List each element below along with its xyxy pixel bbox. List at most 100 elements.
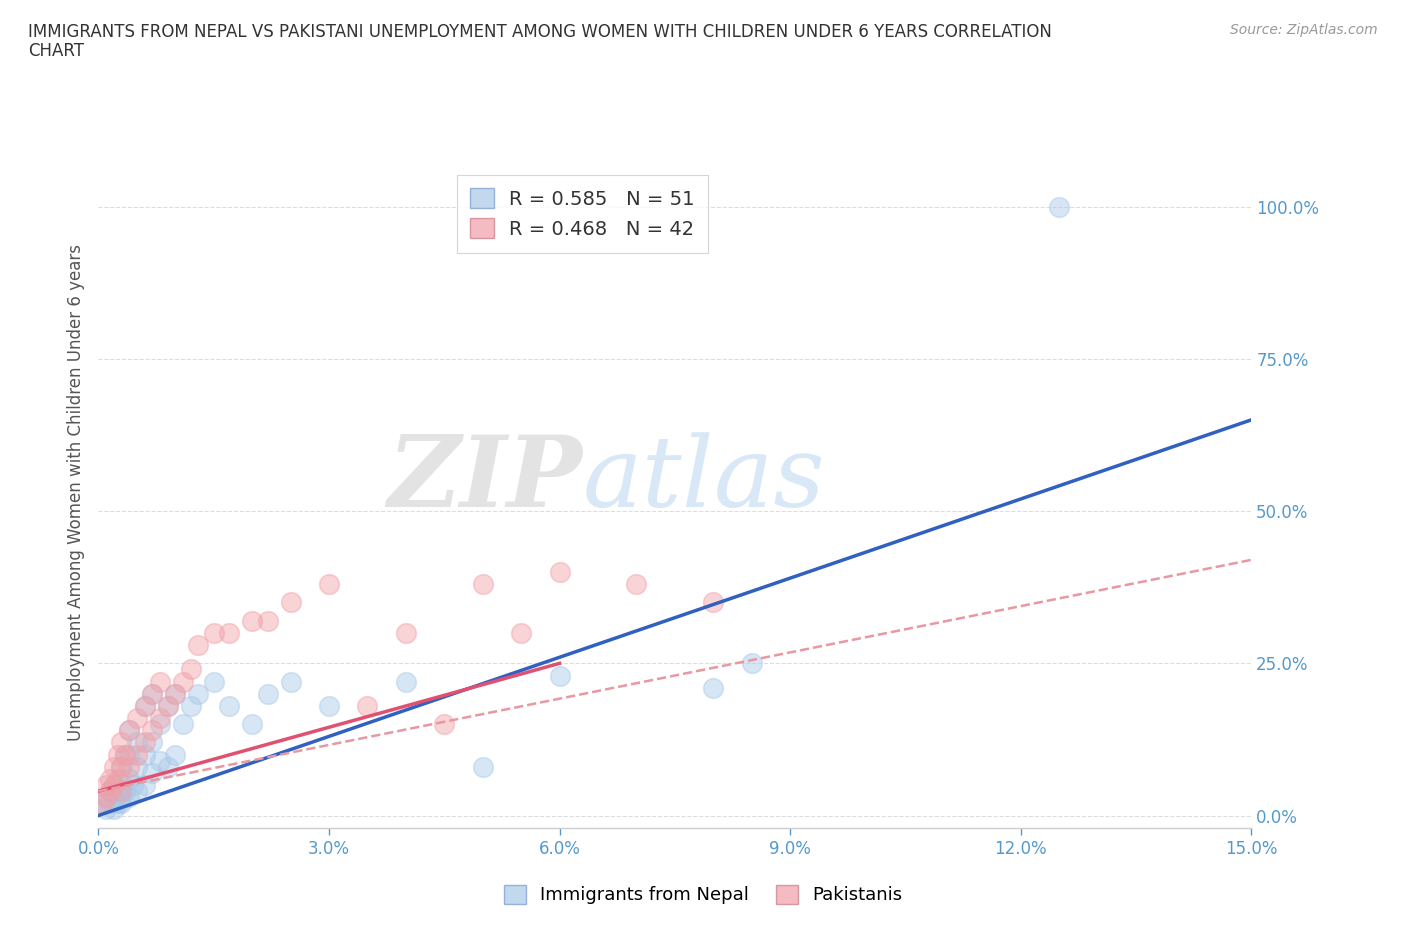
Point [156,698,179,713]
Point [149,674,172,689]
Point [280,674,302,689]
Point [98,796,121,811]
Point [180,662,202,677]
Point [125,747,148,762]
Point [114,747,136,762]
Point [471,760,494,775]
Point [187,686,209,701]
Point [395,674,418,689]
Point [141,686,163,701]
Point [510,626,533,641]
Point [149,711,172,725]
Point [149,717,172,732]
Legend: R = 0.585   N = 51, R = 0.468   N = 42: R = 0.585 N = 51, R = 0.468 N = 42 [457,175,709,253]
Point [98,784,121,799]
Point [118,760,141,775]
Point [103,802,125,817]
Point [103,777,125,792]
Point [122,777,145,792]
Point [165,686,187,701]
Text: IMMIGRANTS FROM NEPAL VS PAKISTANI UNEMPLOYMENT AMONG WOMEN WITH CHILDREN UNDER : IMMIGRANTS FROM NEPAL VS PAKISTANI UNEMP… [28,23,1052,41]
Point [1047,199,1070,214]
Point [156,760,179,775]
Point [202,626,225,641]
Point [626,577,648,591]
Point [280,595,302,610]
Point [94,790,117,804]
Point [107,796,129,811]
Point [103,777,125,792]
Point [741,656,763,671]
Point [702,595,724,610]
Point [91,796,114,811]
Point [156,698,179,713]
Point [240,613,263,628]
Point [141,735,163,750]
Point [134,777,156,792]
Point [172,717,194,732]
Point [165,686,187,701]
Point [318,577,340,591]
Point [134,735,156,750]
Point [218,698,240,713]
Point [110,772,132,787]
Point [134,698,156,713]
Point [356,698,378,713]
Point [114,784,136,799]
Point [118,747,141,762]
Point [107,747,129,762]
Point [91,796,114,811]
Point [548,668,571,683]
Point [471,577,494,591]
Point [134,747,156,762]
Point [98,784,121,799]
Y-axis label: Unemployment Among Women with Children Under 6 years: Unemployment Among Women with Children U… [66,245,84,741]
Point [110,760,132,775]
Point [180,698,202,713]
Point [256,686,278,701]
Point [110,796,132,811]
Point [125,760,148,775]
Text: atlas: atlas [582,432,825,527]
Point [107,772,129,787]
Point [548,565,571,579]
Point [118,723,141,737]
Point [118,772,141,787]
Point [165,747,187,762]
Point [94,802,117,817]
Point [125,784,148,799]
Point [118,790,141,804]
Point [202,674,225,689]
Point [103,760,125,775]
Point [240,717,263,732]
Point [110,790,132,804]
Point [98,772,121,787]
Point [107,784,129,799]
Point [318,698,340,713]
Point [256,613,278,628]
Point [118,723,141,737]
Text: Source: ZipAtlas.com: Source: ZipAtlas.com [1230,23,1378,37]
Point [114,747,136,762]
Point [125,735,148,750]
Point [433,717,456,732]
Point [103,790,125,804]
Text: CHART: CHART [28,42,84,60]
Point [141,723,163,737]
Point [395,626,418,641]
Point [702,680,724,695]
Point [110,784,132,799]
Point [149,753,172,768]
Text: ZIP: ZIP [388,432,582,527]
Point [94,777,117,792]
Point [172,674,194,689]
Point [125,711,148,725]
Point [110,760,132,775]
Point [218,626,240,641]
Point [187,638,209,653]
Point [141,765,163,780]
Point [110,735,132,750]
Point [141,686,163,701]
Legend: Immigrants from Nepal, Pakistanis: Immigrants from Nepal, Pakistanis [496,878,910,911]
Point [94,790,117,804]
